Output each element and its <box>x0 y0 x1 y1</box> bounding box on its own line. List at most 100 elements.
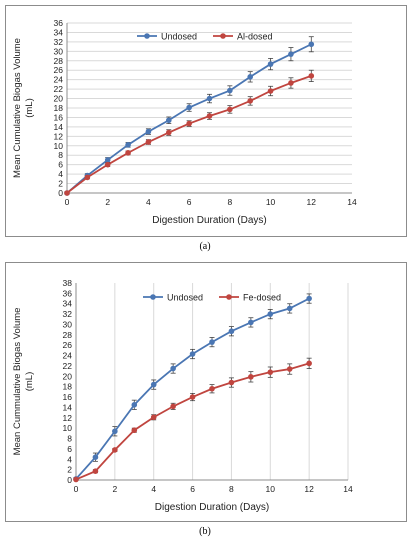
chart-b-series-1-point-1 <box>92 468 99 474</box>
chart-b-series-1-point-10 <box>267 369 274 375</box>
chart-a-y-tick-label-10: 20 <box>54 94 64 104</box>
chart-a-x-tick-label-5: 10 <box>266 197 276 207</box>
chart-b-y-tick-label-8: 16 <box>63 392 73 402</box>
chart-b-y-tick-label-0: 0 <box>67 475 72 485</box>
chart-a-x-tick-label-0: 0 <box>65 197 70 207</box>
chart-b-y-tick-label-5: 10 <box>63 423 73 433</box>
chart-b-y-tick-label-6: 12 <box>63 413 73 423</box>
chart-b-y-tick-label-14: 28 <box>63 330 73 340</box>
chart-b-y-tick-label-1: 2 <box>67 465 72 475</box>
chart-a-y-tick-label-11: 22 <box>54 84 64 94</box>
chart-b-y-tick-label-12: 24 <box>63 351 73 361</box>
chart-b-x-tick-label-6: 12 <box>304 484 314 494</box>
chart-b-x-tick-label-7: 14 <box>343 484 353 494</box>
chart-a-series-0-point-3 <box>125 142 131 148</box>
chart-a-series-0-point-2 <box>104 157 111 163</box>
chart-b-series-0-point-9 <box>248 319 254 326</box>
chart-b-y-tick-label-2: 4 <box>67 454 72 464</box>
chart-a-y-tick-label-15: 30 <box>54 46 64 56</box>
chart-a-series-1-point-10 <box>267 88 274 94</box>
chart-b-y-tick-label-9: 18 <box>63 382 73 392</box>
chart-b-series-0-point-2 <box>112 428 118 435</box>
chart-b-y-tick-label-4: 8 <box>67 434 72 444</box>
chart-a-x-tick-label-2: 4 <box>146 197 151 207</box>
chart-a-series-0-line <box>66 43 312 194</box>
chart-a-series-1-point-6 <box>186 120 192 127</box>
chart-b-series-0-point-8 <box>228 328 235 335</box>
chart-b-series-1-point-9 <box>248 374 254 380</box>
chart-a-x-tick-label-3: 6 <box>187 197 192 207</box>
chart-b-x-tick-label-5: 10 <box>266 484 276 494</box>
chart-a-y-tick-label-2: 4 <box>58 169 63 179</box>
chart-b-legend-item-0: Undosed <box>143 293 203 303</box>
chart-b-y-tick-label-11: 22 <box>63 361 73 371</box>
chart-b-series-1-point-3 <box>131 427 138 434</box>
chart-b-y-axis-title-line-1: (mL) <box>24 372 35 392</box>
chart-a-legend-label-1: Al-dosed <box>237 32 273 42</box>
chart-b-series-0-point-5 <box>170 365 176 372</box>
chart-a-y-axis-title-line-1: (mL) <box>24 98 35 118</box>
chart-b-y-tick-label-10: 20 <box>63 371 73 381</box>
chart-b-legend-swatch-marker-1 <box>226 294 232 300</box>
chart-a-series-1-point-4 <box>145 139 152 145</box>
chart-a-x-tick-label-6: 12 <box>307 197 317 207</box>
chart-a-y-tick-label-13: 26 <box>54 65 64 75</box>
chart-b-legend-label-0: Undosed <box>167 293 203 303</box>
chart-b-series-1-point-0 <box>73 476 79 483</box>
chart-b-x-tick-label-4: 8 <box>229 484 234 494</box>
chart-a-series-1-point-1 <box>84 174 91 181</box>
chart-a-y-tick-label-1: 2 <box>58 179 63 189</box>
chart-a-x-tick-label-7: 14 <box>347 197 357 207</box>
chart-a-series-1-point-11 <box>288 80 294 86</box>
chart-b-caption: (b) <box>199 526 211 537</box>
chart-a-y-tick-label-14: 28 <box>54 56 64 66</box>
chart-a-series-0-point-6 <box>186 104 192 111</box>
chart-b-y-tick-label-3: 6 <box>67 444 72 454</box>
chart-b-series-0-point-10 <box>267 311 274 317</box>
chart-a-series-1-line <box>66 75 312 194</box>
chart-b-series-0-point-7 <box>209 339 215 345</box>
chart-b-series-0-point-6 <box>189 351 196 357</box>
chart-a-caption: (a) <box>199 241 211 252</box>
chart-b-legend-swatch-marker-0 <box>150 294 156 300</box>
chart-a-legend-item-1: Al-dosed <box>213 32 273 42</box>
chart-a-series-0-point-4 <box>145 128 152 135</box>
chart-a-y-tick-label-4: 8 <box>58 150 63 160</box>
chart-a-x-axis-title: Digestion Duration (Days) <box>152 215 267 226</box>
chart-b-x-axis-title: Digestion Duration (Days) <box>155 502 270 513</box>
chart-b-y-tick-label-19: 38 <box>63 278 73 288</box>
chart-b-y-tick-label-16: 32 <box>63 309 73 319</box>
chart-b-x-tick-label-0: 0 <box>74 484 79 494</box>
chart-a-series-1-point-12 <box>308 73 315 79</box>
chart-b-series-1-point-5 <box>170 403 176 410</box>
chart-a-series-0-point-5 <box>165 117 172 124</box>
chart-a-series-1-point-2 <box>104 161 111 168</box>
chart-a-legend-label-0: Undosed <box>161 32 197 42</box>
chart-b-series-0-point-12 <box>306 295 312 302</box>
chart-a-y-tick-label-8: 16 <box>54 112 64 122</box>
chart-b-x-tick-label-1: 2 <box>112 484 117 494</box>
chart-a-series-0-point-8 <box>227 87 233 94</box>
chart-a-series-1-point-7 <box>206 113 213 119</box>
chart-b-x-tick-label-2: 4 <box>151 484 156 494</box>
chart-a-y-tick-label-16: 32 <box>54 37 64 47</box>
chart-b-series-0-point-3 <box>131 402 138 408</box>
chart-panel-a: 0 2 4 6 8 10 12 14 16 18 20 22 24 26 28 30 32 34 36 0 2 4 6 8 10… <box>5 5 407 237</box>
chart-b-y-tick-label-17: 34 <box>63 299 73 309</box>
chart-a-x-tick-label-4: 8 <box>227 197 232 207</box>
chart-panel-b: 0 2 4 6 8 10 12 14 16 18 20 22 24 26 28 30 32 34 36 38 0 2 4 6 8… <box>5 262 407 522</box>
chart-b-y-tick-label-15: 30 <box>63 319 73 329</box>
chart-a-series-1-point-8 <box>227 106 233 113</box>
chart-b-series-1-point-7 <box>209 385 215 392</box>
chart-a-series-1-point-0 <box>64 190 70 196</box>
chart-b-series-0-point-11 <box>286 305 293 312</box>
chart-a-legend-swatch-marker-1 <box>220 33 226 39</box>
chart-a-series-0-point-12 <box>308 41 315 48</box>
chart-a-x-tick-label-1: 2 <box>105 197 110 207</box>
chart-a-y-tick-label-3: 6 <box>58 160 63 170</box>
chart-a-legend-item-0: Undosed <box>137 32 197 42</box>
chart-b-legend-item-1: Fe-dosed <box>219 293 281 303</box>
chart-b-y-tick-label-18: 36 <box>63 288 73 298</box>
